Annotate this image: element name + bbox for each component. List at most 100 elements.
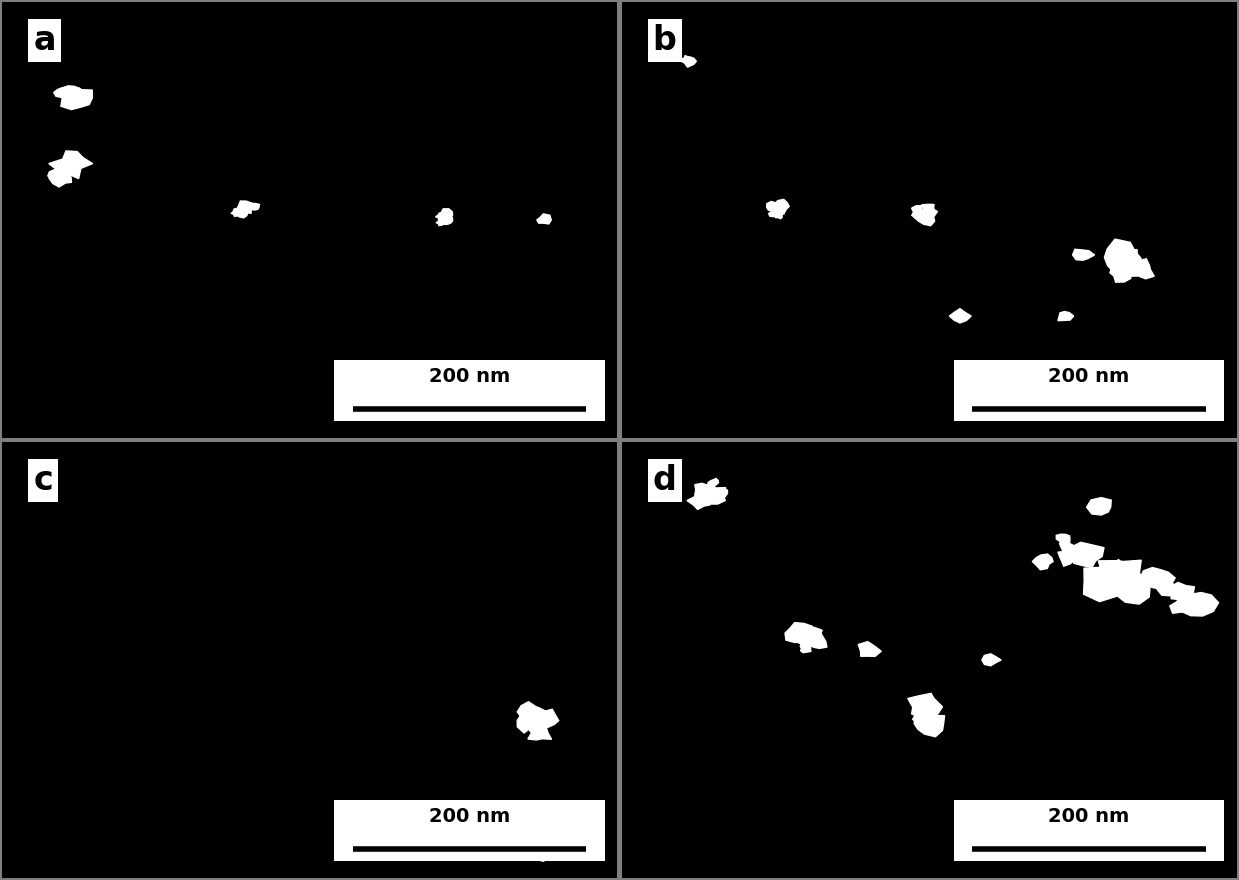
Polygon shape [1171,583,1199,602]
Polygon shape [1109,247,1137,270]
Polygon shape [1099,561,1141,585]
Bar [335,360,605,421]
Polygon shape [1087,497,1111,515]
Polygon shape [486,824,512,840]
Text: 200 nm: 200 nm [1048,807,1130,826]
Polygon shape [701,490,719,501]
Polygon shape [508,825,538,843]
Polygon shape [436,220,444,225]
Polygon shape [1110,263,1131,282]
Polygon shape [1058,312,1074,320]
Polygon shape [230,209,242,216]
Text: c: c [33,464,53,496]
Polygon shape [1084,560,1131,602]
Polygon shape [527,724,551,740]
Polygon shape [859,642,881,656]
Polygon shape [439,216,451,224]
Text: 200 nm: 200 nm [429,367,510,386]
Polygon shape [767,202,779,212]
Polygon shape [681,57,696,66]
Polygon shape [440,209,452,219]
Polygon shape [517,701,548,719]
Polygon shape [512,828,556,862]
Bar [954,800,1224,861]
Polygon shape [795,630,815,647]
Polygon shape [1118,253,1139,267]
Polygon shape [242,206,252,215]
Polygon shape [48,170,67,181]
Polygon shape [912,699,938,725]
Polygon shape [922,204,935,213]
Polygon shape [1094,578,1120,595]
Polygon shape [981,654,1001,666]
Polygon shape [50,170,72,187]
Polygon shape [803,632,826,649]
Polygon shape [1032,554,1053,569]
Polygon shape [1176,592,1218,616]
Polygon shape [1059,543,1077,554]
Polygon shape [59,88,73,99]
Polygon shape [517,709,548,733]
Polygon shape [1057,534,1070,545]
Text: 200 nm: 200 nm [429,807,510,826]
Polygon shape [1126,259,1155,279]
Text: d: d [653,464,676,496]
Polygon shape [233,206,250,218]
Polygon shape [706,488,721,499]
Polygon shape [685,61,695,68]
Polygon shape [496,824,541,847]
Polygon shape [440,215,452,224]
Text: a: a [33,24,56,56]
Polygon shape [698,483,726,504]
Polygon shape [683,55,693,64]
Bar [954,360,1224,421]
Polygon shape [707,479,719,488]
Polygon shape [923,700,942,715]
Polygon shape [536,214,551,224]
Polygon shape [238,201,254,212]
Polygon shape [1058,552,1082,566]
Polygon shape [788,627,810,643]
Polygon shape [716,488,727,499]
Polygon shape [53,87,72,99]
Polygon shape [1073,249,1094,260]
Polygon shape [774,213,783,219]
Polygon shape [695,483,716,498]
Polygon shape [914,208,938,225]
Polygon shape [1099,561,1147,595]
Text: b: b [653,24,676,56]
Text: 200 nm: 200 nm [1048,367,1130,386]
Polygon shape [534,711,545,722]
Polygon shape [922,213,934,223]
Polygon shape [771,200,789,214]
Polygon shape [486,825,529,855]
Polygon shape [908,693,942,718]
Polygon shape [1170,594,1201,613]
Polygon shape [532,719,541,727]
Polygon shape [1069,542,1104,568]
Polygon shape [56,86,84,104]
Polygon shape [436,212,446,221]
Polygon shape [67,89,88,106]
Polygon shape [1140,568,1175,590]
Polygon shape [48,151,93,179]
Polygon shape [1155,577,1178,596]
Polygon shape [914,711,944,737]
Polygon shape [800,643,810,653]
Polygon shape [768,210,779,216]
Polygon shape [1120,259,1141,274]
Polygon shape [798,627,823,643]
Bar [335,800,605,861]
Polygon shape [523,715,550,734]
Polygon shape [536,709,559,729]
Polygon shape [686,492,712,510]
Polygon shape [949,309,971,323]
Polygon shape [1113,577,1150,604]
Polygon shape [912,206,924,218]
Polygon shape [1104,239,1140,275]
Polygon shape [61,90,93,110]
Polygon shape [248,203,259,210]
Polygon shape [513,832,538,856]
Polygon shape [69,91,88,104]
Polygon shape [786,623,813,642]
